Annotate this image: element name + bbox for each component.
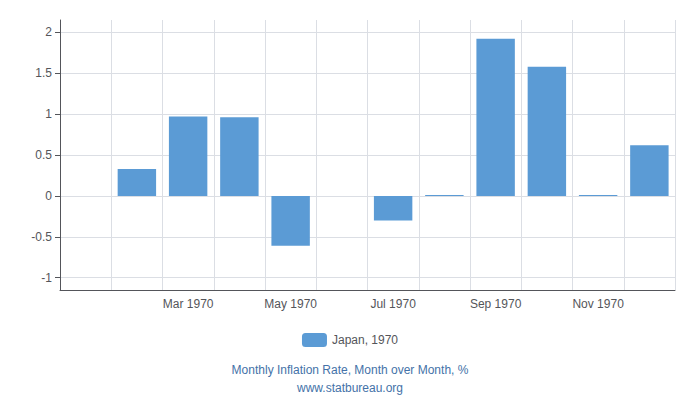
svg-text:1.5: 1.5 bbox=[35, 66, 52, 80]
svg-text:2: 2 bbox=[45, 25, 52, 39]
svg-text:1: 1 bbox=[45, 107, 52, 121]
svg-text:-1: -1 bbox=[41, 271, 52, 285]
svg-text:May 1970: May 1970 bbox=[264, 297, 317, 311]
svg-text:Nov 1970: Nov 1970 bbox=[572, 297, 624, 311]
svg-text:Sep 1970: Sep 1970 bbox=[470, 297, 522, 311]
svg-text:-0.5: -0.5 bbox=[31, 230, 52, 244]
svg-text:Jul 1970: Jul 1970 bbox=[370, 297, 416, 311]
svg-text:Mar 1970: Mar 1970 bbox=[163, 297, 214, 311]
svg-text:Monthly Inflation Rate, Month: Monthly Inflation Rate, Month over Month… bbox=[232, 363, 469, 377]
svg-text:0: 0 bbox=[45, 189, 52, 203]
svg-text:0.5: 0.5 bbox=[35, 148, 52, 162]
svg-text:Japan, 1970: Japan, 1970 bbox=[332, 333, 398, 347]
svg-text:www.statbureau.org: www.statbureau.org bbox=[296, 381, 403, 395]
